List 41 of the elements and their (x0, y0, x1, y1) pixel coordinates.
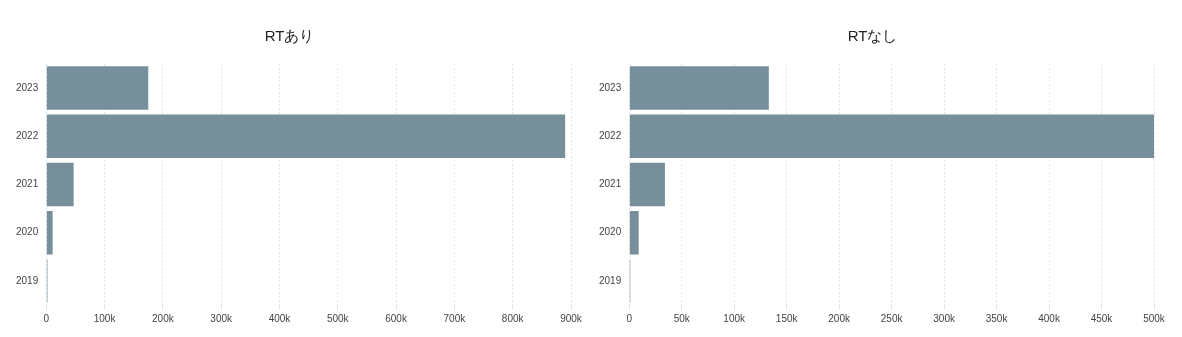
x-tick-label: 350k (985, 312, 1009, 324)
x-tick-label: 0 (43, 312, 50, 324)
x-tick-label: 400k (1038, 312, 1061, 324)
bar (46, 162, 74, 207)
y-tick-label: 2022 (16, 130, 39, 142)
y-tick-label: 2022 (599, 130, 622, 142)
x-tick-label: 700k (443, 312, 467, 324)
x-tick-label: 400k (268, 312, 292, 324)
x-tick-label: 100k (93, 312, 117, 324)
x-tick-label: 50k (673, 312, 691, 324)
x-tick-label: 200k (152, 312, 175, 324)
y-tick-label: 2021 (16, 178, 39, 190)
x-tick-label: 300k (933, 312, 956, 324)
bar (629, 210, 639, 255)
y-tick-label: 2019 (599, 274, 622, 286)
x-tick-label: 200k (828, 312, 851, 324)
bar (46, 114, 566, 159)
y-tick-label: 2020 (599, 226, 622, 238)
bar (46, 66, 149, 110)
bar (46, 210, 53, 255)
x-tick-label: 150k (775, 312, 799, 324)
chart-title: RTなし (847, 27, 898, 45)
x-tick-label: 900k (560, 312, 583, 324)
x-tick-label: 450k (1090, 312, 1114, 324)
y-tick-label: 2021 (599, 178, 622, 190)
x-tick-label: 500k (326, 312, 350, 324)
bar (629, 114, 1154, 159)
bar (629, 162, 665, 207)
x-tick-label: 300k (210, 312, 233, 324)
y-tick-label: 2020 (16, 226, 39, 238)
x-tick-label: 250k (880, 312, 904, 324)
y-tick-label: 2019 (16, 274, 39, 286)
x-tick-label: 500k (1143, 312, 1166, 324)
x-tick-label: 0 (626, 312, 633, 324)
chart-title: RTあり (264, 27, 315, 45)
y-tick-label: 2023 (16, 81, 39, 93)
x-tick-label: 100k (723, 312, 747, 324)
y-tick-label: 2023 (599, 81, 622, 93)
bar (629, 66, 769, 110)
x-tick-label: 800k (501, 312, 525, 324)
x-tick-label: 600k (385, 312, 408, 324)
